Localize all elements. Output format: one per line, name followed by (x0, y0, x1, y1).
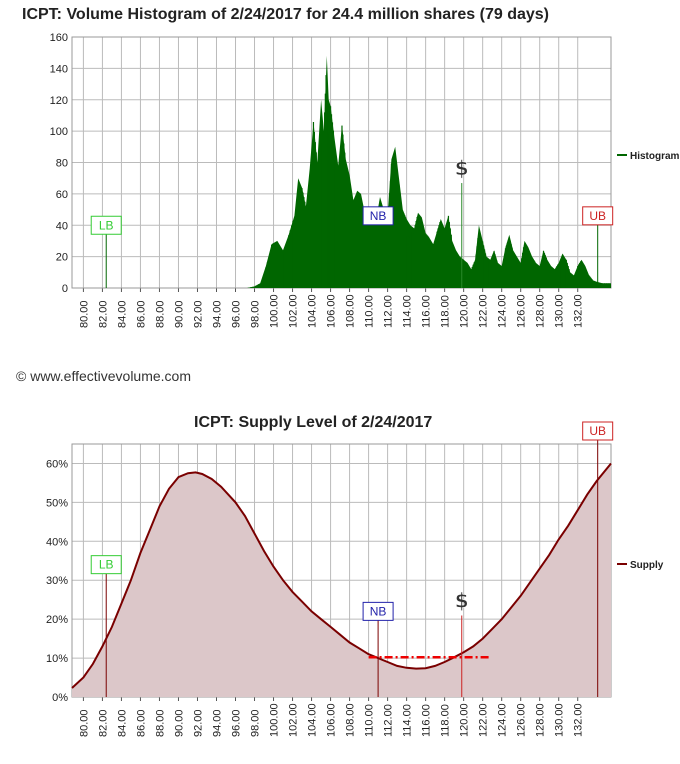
y-tick-label: 160 (50, 32, 68, 44)
x-tick-label: 98.00 (250, 300, 262, 328)
x-tick-label: 132.00 (573, 294, 585, 328)
x-tick-label: 130.00 (554, 703, 566, 737)
x-tick-label: 106.00 (326, 703, 338, 737)
x-tick-label: 86.00 (135, 709, 147, 737)
x-tick-label: 92.00 (192, 300, 204, 328)
x-tick-label: 94.00 (211, 709, 223, 737)
x-tick-label: 94.00 (211, 300, 223, 328)
x-tick-label: 100.00 (269, 294, 281, 328)
marker-label-nb: NB (370, 209, 387, 223)
x-tick-label: 86.00 (135, 300, 147, 328)
x-tick-label: 104.00 (307, 703, 319, 737)
supply-title: ICPT: Supply Level of 2/24/2017 (194, 414, 433, 431)
chart-0: 80.00 82.00 84.00 86.00 88.00 90.00 92.00 94.00… (50, 32, 680, 328)
x-tick-label: 112.00 (383, 704, 395, 737)
x-tick-label: 90.00 (173, 709, 185, 737)
marker-label-nb: NB (370, 604, 387, 618)
x-tick-label: 132.00 (573, 703, 585, 737)
x-tick-label: 126.00 (516, 294, 528, 328)
x-tick-label: 92.00 (192, 709, 204, 737)
y-tick-label: 20 (56, 252, 68, 264)
x-tick-label: 100.00 (269, 703, 281, 737)
y-tick-label: 120 (50, 95, 68, 107)
legend-label: Supply (630, 560, 664, 571)
marker-label-lb: LB (99, 558, 114, 572)
chart-1: 80.00 82.00 84.00 86.00 88.00 90.00 92.00 94.00… (46, 421, 664, 737)
y-tick-label: 20% (46, 614, 68, 626)
x-tick-label: 106.00 (326, 294, 338, 328)
y-tick-label: 0 (62, 283, 68, 295)
marker-box (582, 421, 614, 441)
x-tick-label: 120.00 (459, 294, 471, 328)
x-tick-label: 104.00 (307, 294, 319, 328)
x-tick-label: 102.00 (288, 294, 300, 328)
y-tick-label: 60% (46, 458, 68, 470)
x-tick-label: 114.00 (402, 704, 414, 737)
y-tick-label: 80 (56, 158, 68, 170)
x-tick-label: 120.00 (459, 703, 471, 737)
credit-text: © www.effectivevolume.com (16, 368, 192, 384)
legend-label: Histogram (630, 151, 680, 162)
x-tick-label: 108.00 (345, 294, 357, 328)
marker-label-lb: LB (99, 218, 114, 232)
x-tick-label: 114.00 (402, 295, 414, 328)
x-tick-label: 128.00 (535, 703, 547, 737)
x-tick-label: 98.00 (250, 709, 262, 737)
x-tick-label: 108.00 (345, 703, 357, 737)
x-tick-label: 124.00 (497, 703, 509, 737)
x-tick-label: 80.00 (78, 300, 90, 328)
x-tick-label: 80.00 (78, 709, 90, 737)
x-tick-label: 122.00 (478, 294, 490, 328)
y-tick-label: 10% (46, 653, 68, 665)
x-tick-label: 96.00 (231, 709, 243, 737)
x-tick-label: 124.00 (497, 294, 509, 328)
price-marker: $ (455, 588, 469, 612)
x-tick-label: 126.00 (516, 703, 528, 737)
marker-box (582, 206, 614, 226)
marker-box (90, 555, 122, 575)
y-tick-label: 50% (46, 497, 68, 509)
x-tick-label: 110.00 (364, 295, 376, 328)
x-tick-label: 96.00 (231, 300, 243, 328)
price-marker: $ (455, 156, 469, 180)
x-tick-label: 116.00 (421, 704, 433, 737)
marker-box (362, 206, 394, 226)
x-tick-label: 84.00 (116, 709, 128, 737)
x-tick-label: 84.00 (116, 300, 128, 328)
x-tick-label: 118.00 (440, 295, 452, 328)
y-tick-label: 40 (56, 220, 68, 232)
marker-box (362, 601, 394, 621)
x-tick-label: 82.00 (97, 300, 109, 328)
x-tick-label: 88.00 (154, 300, 166, 328)
marker-box (90, 215, 122, 235)
x-tick-label: 130.00 (554, 294, 566, 328)
x-tick-label: 102.00 (288, 703, 300, 737)
y-tick-label: 140 (50, 63, 68, 75)
x-tick-label: 110.00 (364, 704, 376, 737)
x-tick-label: 116.00 (421, 295, 433, 328)
y-tick-label: 0% (52, 692, 68, 704)
y-tick-label: 100 (50, 126, 68, 138)
x-tick-label: 88.00 (154, 709, 166, 737)
supply-line (71, 462, 612, 689)
histogram-title: ICPT: Volume Histogram of 2/24/2017 for … (22, 6, 549, 23)
x-tick-label: 128.00 (535, 294, 547, 328)
marker-label-ub: UB (589, 424, 606, 438)
x-tick-label: 112.00 (383, 295, 395, 328)
x-tick-label: 82.00 (97, 709, 109, 737)
x-tick-label: 90.00 (173, 300, 185, 328)
x-tick-label: 122.00 (478, 703, 490, 737)
marker-label-ub: UB (589, 209, 606, 223)
y-tick-label: 30% (46, 575, 68, 587)
y-tick-label: 60 (56, 189, 68, 201)
y-tick-label: 40% (46, 536, 68, 548)
x-tick-label: 118.00 (440, 704, 452, 737)
supply-area (72, 463, 611, 697)
